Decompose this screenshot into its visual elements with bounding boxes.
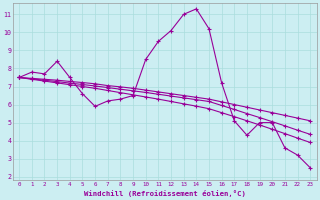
X-axis label: Windchill (Refroidissement éolien,°C): Windchill (Refroidissement éolien,°C)	[84, 190, 246, 197]
